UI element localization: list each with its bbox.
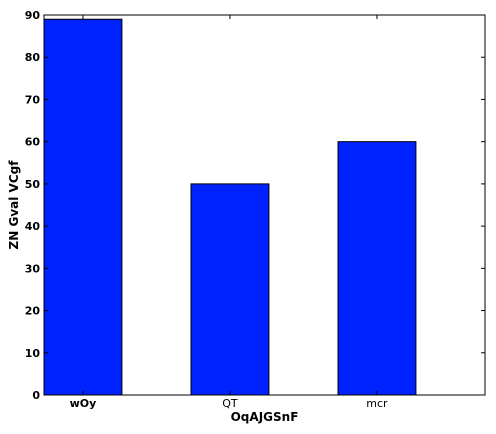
bar-wOy <box>43 18 123 396</box>
x-tick-label: mcr <box>366 397 388 410</box>
y-tick-label: 10 <box>25 347 41 360</box>
y-tick-label: 80 <box>25 51 41 64</box>
bar-QT <box>190 183 270 396</box>
bars-layer <box>43 18 417 396</box>
x-tick-label: QT <box>222 397 238 410</box>
y-tick-label: 90 <box>25 9 41 22</box>
y-axis-ticks: 0 10 20 30 40 50 60 70 80 90 <box>25 9 485 402</box>
x-axis-ticks: wOy QT mcr <box>70 15 388 410</box>
x-axis-label: OqAJGSnF <box>231 410 299 424</box>
plot-frame <box>43 14 486 396</box>
y-tick-label: 20 <box>25 305 41 318</box>
y-tick-label: 60 <box>25 136 41 149</box>
x-tick-label: wOy <box>70 397 97 410</box>
y-tick-label: 50 <box>25 178 41 191</box>
y-tick-label: 40 <box>25 220 41 233</box>
y-tick-label: 30 <box>25 262 41 275</box>
bar-mcr <box>337 141 417 396</box>
y-tick-label: 0 <box>32 389 40 402</box>
y-axis-label: ZN Gval VCgf <box>7 160 21 250</box>
y-tick-label: 70 <box>25 93 41 106</box>
